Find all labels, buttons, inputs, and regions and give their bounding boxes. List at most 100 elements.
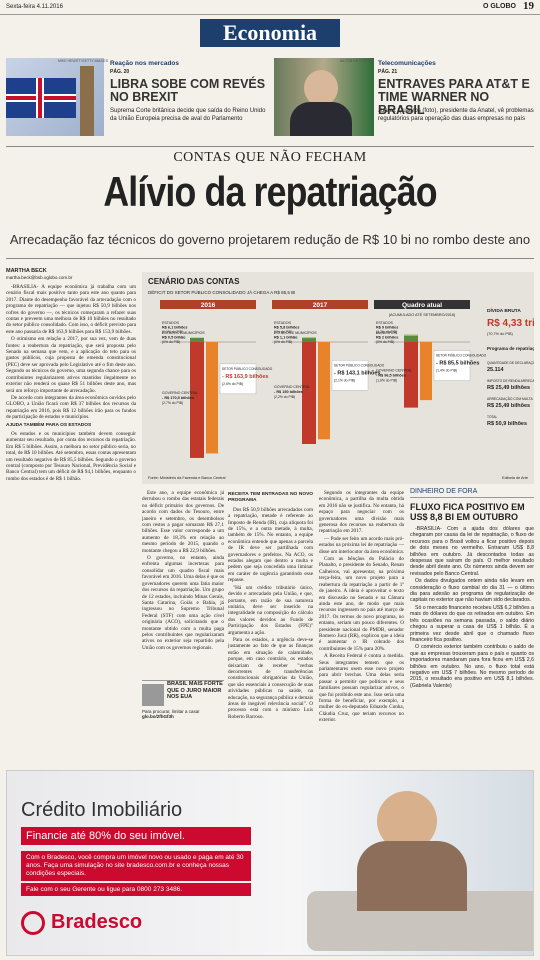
label: ESTADOS: [162, 321, 180, 325]
bar-segment: [404, 342, 418, 408]
total-box: [433, 350, 471, 381]
paragraph: Para os estados, a urgência deve-se just…: [228, 636, 313, 720]
label: QUANTIDADE DE DECLARAÇÕES: [487, 360, 534, 365]
top-rule: [0, 14, 540, 15]
paragraph: A Receita Federal é contra a medida. Seu…: [319, 653, 404, 724]
ad-phone: Fale com o seu Gerente ou ligue para 080…: [21, 883, 251, 896]
label: Programa de repatriação: [487, 346, 534, 351]
promo-text: Para procurar, limitar a casa!: [142, 709, 200, 714]
bar-segment: [404, 334, 418, 336]
label: (2,6% do PIB): [222, 382, 243, 386]
ad-title: Crédito Imobiliário: [21, 799, 183, 821]
label: ESTADOS E MUNICÍPIOS: [162, 331, 205, 335]
label: SETOR PÚBLICO CONSOLIDADO: [222, 366, 273, 371]
teaser-page: PÁG. 21: [378, 69, 398, 75]
subhead-inline: AJUDA TAMBÉM PARA OS ESTADOS: [6, 422, 92, 428]
label: - R$ 150 bilhões: [274, 390, 303, 394]
teaser-photo: [274, 58, 374, 136]
rule: [6, 258, 534, 259]
bar-total: [206, 342, 218, 454]
infographic: CENÁRIO DAS CONTAS DÉFICIT DO SETOR PÚBLI…: [142, 272, 534, 484]
label: (2,1% do PIB): [334, 378, 355, 382]
label: (0,2% do PIB): [376, 330, 397, 334]
label: (1,4% do PIB): [436, 369, 457, 373]
label: R$ 25,49 bilhões: [487, 385, 530, 391]
label: DÉFICIT DO SETOR PÚBLICO CONSOLIDADO JÁ …: [148, 289, 295, 295]
paragraph: -BRASÍLIA- Com a ajuda dos dólares que c…: [410, 526, 534, 577]
teaser-page: PÁG. 20: [110, 69, 130, 75]
bar-segment: [190, 337, 204, 342]
paragraph: Segundo os integrantes da equipe econômi…: [319, 490, 404, 535]
label: R$ 25,49 bilhões: [487, 403, 530, 409]
label: R$ 6,1 bilhões: [162, 326, 188, 330]
ad-line: Financie até 80% do seu imóvel.: [21, 827, 251, 845]
label: IMPOSTO DE RENDA ARRECADADO: [487, 379, 534, 383]
advertisement: Crédito Imobiliário Financie até 80% do …: [6, 770, 534, 956]
label: MUNICÍPIOS: [376, 331, 398, 335]
label: R$ 5,8 bilhões: [274, 326, 300, 330]
rule: [6, 146, 534, 147]
label: 2016: [201, 302, 216, 309]
sidebar: DINHEIRO DE FORA FLUXO FICA POSITIVO EM …: [410, 488, 534, 764]
page-number: 19: [523, 0, 534, 12]
label: ARRECADAÇÃO COM MULTA: [487, 396, 533, 401]
promo-headline: BRASIL MAIS FORTE QUE O JURO MAIOR NOS E…: [167, 681, 223, 700]
label: R$ 1,1 bilhão: [274, 336, 298, 340]
label: (1,6% do PIB): [376, 379, 397, 383]
paragraph: Os estados e os municípios também devem …: [6, 430, 136, 482]
label: 25.114: [487, 367, 504, 373]
headline: Alívio da repatriação: [103, 168, 437, 215]
teaser-text: Juarez Quadros (foto), presidente da Ana…: [378, 108, 534, 122]
label: (0% do PIB): [274, 340, 292, 344]
paragraph: Os dados divulgados ontem ainda não leva…: [410, 578, 534, 604]
kicker: CONTAS QUE NÃO FECHAM: [173, 150, 367, 165]
paragraph: O comércio exterior também contribuiu o …: [410, 644, 534, 689]
paragraph: De acordo com integrantes da área econôm…: [6, 394, 136, 421]
section-title: Economia: [200, 19, 340, 47]
label: (0% do PIB): [376, 340, 394, 344]
bar-total: [318, 342, 330, 440]
paragraph: Com as bênçãos do Palácio do Planalto, o…: [319, 556, 404, 652]
paragraph: -BRASÍLIA- A equipe econômica já trabalh…: [6, 284, 136, 335]
label: ESTADOS: [274, 321, 292, 325]
subhead: Arrecadação faz técnicos do governo proj…: [9, 232, 531, 247]
email: martha.beck@bsb.oglobo.com.br: [6, 275, 73, 280]
label: TOTAL: [487, 415, 497, 419]
label: (2,7% do PIB): [162, 401, 183, 405]
teaser-text: Suprema Corte britânica decide que saída…: [110, 108, 266, 122]
teaser-headline: LIBRA SOBE COM REVÉS NO BREXIT: [110, 77, 266, 104]
ad-text: Com o Bradesco, você compra um imóvel no…: [21, 851, 251, 881]
label: Quadro atual: [402, 302, 442, 309]
group-header: [374, 300, 470, 309]
label: R$ 0,5 bilhão: [162, 336, 186, 340]
bar-segment: [302, 338, 316, 342]
qr-code: [142, 684, 164, 706]
label: R$ 50,9 bilhões: [487, 421, 527, 427]
label: (0,1% do PIB): [162, 330, 183, 334]
label: R$ 9 bilhões: [376, 326, 398, 330]
label: GOVERNO CENTRAL: [376, 369, 412, 373]
label: (2,2% do PIB): [274, 395, 295, 399]
teaser-kicker: Reação nos mercados: [110, 60, 180, 67]
paper: O GLOBO: [482, 3, 516, 10]
label: (0% do PIB): [274, 330, 292, 334]
promo-url: glo.bo/2fhGf3h: [142, 714, 174, 719]
label: R$ 4,33 trilhões: [487, 318, 534, 329]
teaser-photo: [6, 58, 104, 136]
paragraph: "Há um crédito tributário único, devido …: [228, 584, 313, 636]
group-header: [160, 300, 256, 309]
label: Fonte: Ministério da Fazenda e Banco Cen…: [148, 476, 226, 480]
label: R$ 2 bilhões: [376, 336, 398, 340]
subhead-inline: RECEITA TEM ENTRADAS NO NOVO PROGRAMA: [228, 492, 313, 504]
label: (ACUMULADO ATÉ SETEMBRO/2016): [389, 312, 456, 317]
logo: [21, 911, 45, 935]
label: ESTADOS: [376, 321, 394, 325]
paragraph: Só o mercado financeiro recebeu US$ 6,2 …: [410, 604, 534, 643]
label: Editoria de Arte: [502, 476, 528, 480]
left-column: -BRASÍLIA- A equipe econômica já trabalh…: [6, 284, 136, 764]
paragraph: O governo, no entanto, ainda enfrenta al…: [142, 555, 224, 651]
label: 2017: [313, 302, 328, 309]
bar-segment: [404, 335, 418, 342]
